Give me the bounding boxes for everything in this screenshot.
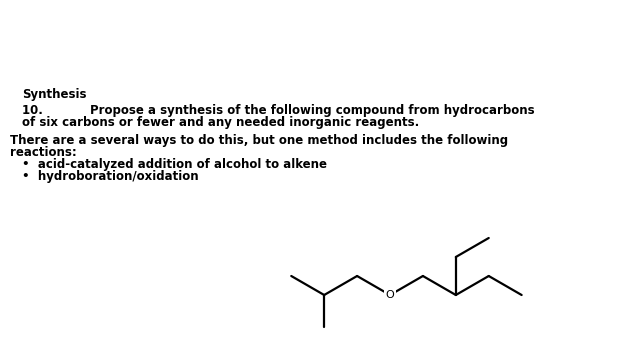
Text: •  hydroboration/oxidation: • hydroboration/oxidation <box>22 170 199 183</box>
Text: 10.: 10. <box>22 104 92 117</box>
Text: reactions:: reactions: <box>10 146 77 159</box>
Text: of six carbons or fewer and any needed inorganic reagents.: of six carbons or fewer and any needed i… <box>22 116 420 129</box>
Text: •  acid-catalyzed addition of alcohol to alkene: • acid-catalyzed addition of alcohol to … <box>22 158 327 171</box>
Text: O: O <box>386 290 394 300</box>
Text: Synthesis: Synthesis <box>22 88 87 101</box>
Text: There are a several ways to do this, but one method includes the following: There are a several ways to do this, but… <box>10 134 508 147</box>
Text: Propose a synthesis of the following compound from hydrocarbons: Propose a synthesis of the following com… <box>90 104 535 117</box>
